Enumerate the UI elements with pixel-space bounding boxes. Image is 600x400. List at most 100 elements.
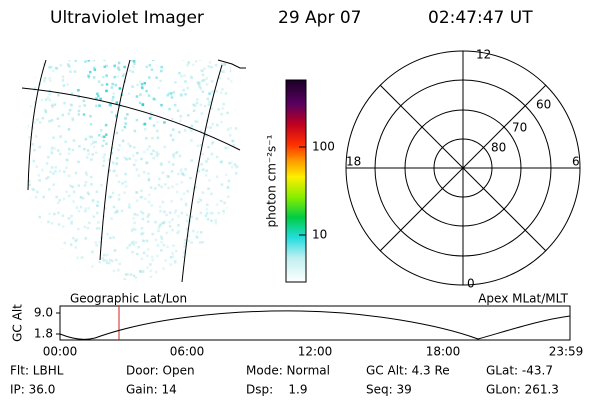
emission-dot — [86, 227, 90, 230]
emission-dot — [186, 86, 189, 90]
emission-dot — [48, 242, 52, 245]
emission-dot — [158, 205, 162, 208]
emission-dot — [115, 115, 118, 118]
polar-label: 12 — [476, 48, 491, 62]
emission-dot — [133, 228, 137, 231]
emission-dot — [49, 170, 52, 174]
emission-dot — [52, 183, 56, 187]
emission-dot — [105, 259, 108, 262]
emission-dot — [90, 183, 93, 186]
emission-dot — [49, 65, 53, 69]
emission-dot — [181, 172, 184, 176]
emission-dot — [207, 92, 211, 95]
emission-dot — [120, 209, 124, 213]
altitude-curve — [59, 310, 571, 340]
emission-dot — [227, 195, 230, 199]
emission-dot — [92, 66, 96, 69]
emission-dot — [211, 141, 215, 144]
emission-dot — [138, 80, 142, 84]
emission-dot — [114, 249, 117, 252]
emission-dot — [235, 107, 239, 111]
emission-dot — [114, 83, 118, 87]
emission-dot — [141, 103, 145, 106]
emission-dot — [224, 92, 228, 95]
emission-dot — [225, 283, 228, 286]
emission-dot — [139, 196, 142, 199]
emission-dot — [133, 146, 136, 149]
emission-dot — [165, 213, 168, 217]
emission-dot — [149, 263, 152, 266]
emission-dot — [169, 92, 173, 95]
emission-dot — [198, 260, 202, 264]
emission-dot — [156, 129, 159, 133]
emission-dot — [234, 107, 238, 111]
emission-dot — [126, 246, 129, 250]
emission-dot — [135, 95, 139, 98]
emission-dot — [88, 135, 92, 139]
emission-dot — [85, 156, 89, 159]
emission-dot — [219, 91, 223, 95]
emission-dot — [226, 185, 230, 189]
emission-dot — [198, 197, 201, 200]
emission-dot — [198, 259, 201, 262]
emission-dot — [72, 139, 76, 142]
emission-dot — [77, 227, 80, 231]
emission-dot — [160, 240, 163, 244]
emission-dot — [229, 66, 233, 70]
emission-dot — [185, 219, 189, 223]
emission-dot — [201, 270, 204, 274]
emission-dot — [135, 252, 139, 256]
emission-dot — [154, 238, 158, 242]
emission-dot — [220, 160, 223, 163]
info-field: Gain: 14 — [126, 383, 177, 397]
emission-dot — [156, 120, 159, 124]
polar-label: 0 — [467, 277, 475, 291]
emission-dot — [173, 260, 177, 263]
emission-dot — [105, 261, 109, 265]
emission-dot — [170, 94, 173, 98]
emission-dot — [87, 60, 90, 62]
emission-dot — [164, 259, 167, 262]
emission-dot — [181, 172, 185, 176]
emission-dot — [237, 194, 240, 198]
emission-dot — [67, 64, 71, 68]
emission-dot — [117, 180, 121, 184]
emission-dot — [226, 207, 229, 210]
emission-dot — [111, 191, 115, 195]
emission-dot — [238, 272, 240, 276]
emission-dot — [206, 97, 210, 101]
emission-dot — [157, 86, 161, 90]
emission-dot — [117, 268, 120, 272]
emission-dot — [150, 152, 153, 156]
emission-dot — [118, 105, 121, 109]
emission-dot — [145, 89, 148, 93]
emission-dot — [213, 252, 216, 255]
emission-dot — [186, 227, 189, 231]
emission-dot — [183, 245, 186, 248]
emission-dot — [126, 273, 129, 276]
emission-dot — [207, 145, 210, 149]
emission-dot — [220, 237, 223, 240]
emission-dot — [117, 68, 121, 72]
emission-dot — [63, 101, 66, 105]
emission-dot — [68, 65, 71, 68]
emission-dot — [139, 232, 143, 236]
emission-dot — [195, 60, 198, 63]
emission-dot — [168, 211, 172, 214]
emission-dot — [226, 186, 230, 189]
emission-dot — [204, 214, 208, 217]
emission-dot — [171, 138, 175, 142]
emission-dot — [51, 146, 54, 150]
emission-dot — [138, 101, 142, 105]
emission-dot — [108, 169, 111, 172]
emission-dot — [45, 177, 48, 180]
x-tick-label: 18:00 — [426, 345, 461, 359]
emission-dot — [207, 187, 210, 190]
emission-dot — [233, 78, 237, 81]
emission-dot — [92, 215, 96, 218]
emission-dot — [87, 206, 91, 210]
emission-dot — [171, 270, 175, 273]
emission-dot — [48, 188, 51, 191]
emission-dot — [211, 235, 214, 239]
emission-dot — [108, 196, 111, 199]
